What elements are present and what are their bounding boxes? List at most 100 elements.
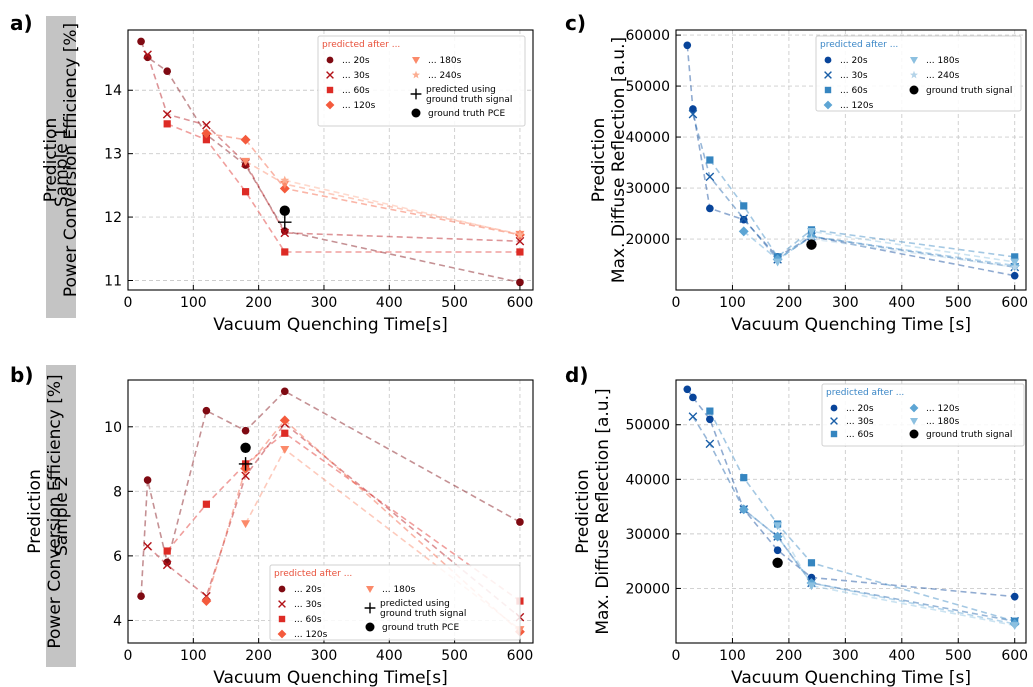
data-point (162, 560, 172, 570)
legend-title: predicted after ... (826, 388, 904, 398)
x-tick-label: 100 (719, 295, 746, 311)
legend-label: ... 20s (294, 585, 322, 595)
prediction-ground-truth-signal-point (278, 215, 292, 229)
data-point (706, 407, 714, 415)
x-tick-label: 200 (245, 648, 272, 664)
y-tick-label: 4 (113, 613, 122, 629)
data-point (163, 120, 171, 128)
y-tick-label: 50000 (625, 418, 670, 434)
legend-marker (366, 586, 374, 593)
data-point (738, 226, 749, 237)
y-tick-label: 8 (113, 484, 122, 500)
data-point (705, 439, 715, 449)
y-axis-label: Prediction (573, 469, 593, 553)
legend-label: ... 180s (926, 56, 960, 66)
data-point (163, 67, 172, 76)
legend-box (815, 35, 1022, 112)
data-point (202, 120, 211, 130)
legend-box (821, 383, 1025, 447)
data-point (806, 227, 816, 236)
y-tick-label: 30000 (625, 181, 670, 197)
legend-marker (910, 418, 918, 425)
data-point (280, 175, 290, 185)
legend-marker (411, 108, 421, 118)
data-point (515, 230, 525, 239)
data-point (143, 50, 152, 60)
data-point (241, 471, 250, 481)
series-line (743, 508, 1015, 625)
x-axis-label: Vacuum Quenching Time[s] (213, 668, 448, 687)
sample-2-box (46, 365, 76, 667)
x-tick-label: 200 (245, 295, 272, 311)
y-tick-label: 14 (104, 83, 122, 99)
x-tick-label: 500 (441, 295, 468, 311)
data-point (1010, 622, 1020, 631)
prediction-ground-truth-signal-point (238, 457, 253, 471)
data-point (163, 558, 172, 567)
legend-marker (910, 70, 918, 79)
panel-label-a: a) (10, 11, 33, 35)
data-point (706, 415, 714, 424)
data-point (706, 204, 714, 213)
y-axis-label: Prediction (25, 469, 45, 553)
y-axis-label: Max. Diffuse Reflection [a.u.] (593, 388, 613, 634)
x-tick-label: 0 (672, 648, 681, 664)
data-point (740, 202, 748, 210)
y-tick-label: 20000 (625, 232, 670, 248)
x-tick-label: 300 (832, 295, 859, 311)
x-tick-label: 400 (888, 295, 915, 311)
legend-label: ... 120s (926, 404, 960, 414)
data-point (280, 227, 289, 235)
y-tick-label: 30000 (625, 527, 670, 543)
data-point (202, 136, 210, 144)
legend-marker (277, 629, 287, 639)
series-line (284, 179, 521, 236)
axes-frame (127, 29, 534, 291)
data-point (739, 215, 748, 224)
ground-truth-point (240, 442, 251, 453)
data-point (515, 236, 525, 246)
x-tick-label: 600 (507, 648, 534, 664)
legend-marker (326, 86, 334, 94)
legend-label: ... 60s (342, 86, 370, 96)
legend-label: ground truth signal (380, 609, 466, 619)
legend-marker (278, 600, 286, 608)
legend-marker (824, 56, 832, 64)
legend-marker (824, 71, 832, 79)
legend-label: ... 30s (294, 600, 322, 610)
legend-label: ... 60s (294, 615, 322, 625)
data-point (689, 105, 697, 113)
data-point (683, 385, 692, 394)
x-tick-label: 500 (945, 648, 972, 664)
data-point (241, 157, 251, 166)
data-point (1010, 592, 1019, 601)
legend-box (269, 564, 521, 641)
data-point (772, 531, 783, 542)
legend-label: ... 240s (926, 71, 960, 81)
data-point (740, 474, 748, 482)
data-point (1010, 262, 1020, 271)
legend-title: predicted after ... (274, 569, 352, 579)
data-point (516, 278, 524, 287)
legend-label: ... 120s (294, 630, 328, 640)
data-point (143, 53, 152, 62)
series-line (245, 160, 521, 235)
data-point (1010, 271, 1019, 280)
legend-marker (278, 585, 286, 593)
data-point (280, 446, 290, 454)
data-point (201, 596, 212, 606)
data-point (706, 156, 714, 164)
legend-marker (326, 56, 334, 64)
y-tick-label: 11 (104, 273, 122, 289)
y-tick-label: 20000 (625, 581, 670, 597)
legend-label: ground truth signal (926, 86, 1012, 96)
y-tick-label: 40000 (625, 130, 670, 146)
data-point (516, 518, 524, 526)
data-point (280, 228, 290, 238)
sample-1-label: Sample 1 (52, 127, 72, 207)
axes-frame (675, 29, 1027, 291)
series-line (709, 159, 1015, 259)
x-tick-label: 600 (1001, 295, 1028, 311)
x-tick-label: 400 (888, 648, 915, 664)
data-point (143, 476, 152, 484)
